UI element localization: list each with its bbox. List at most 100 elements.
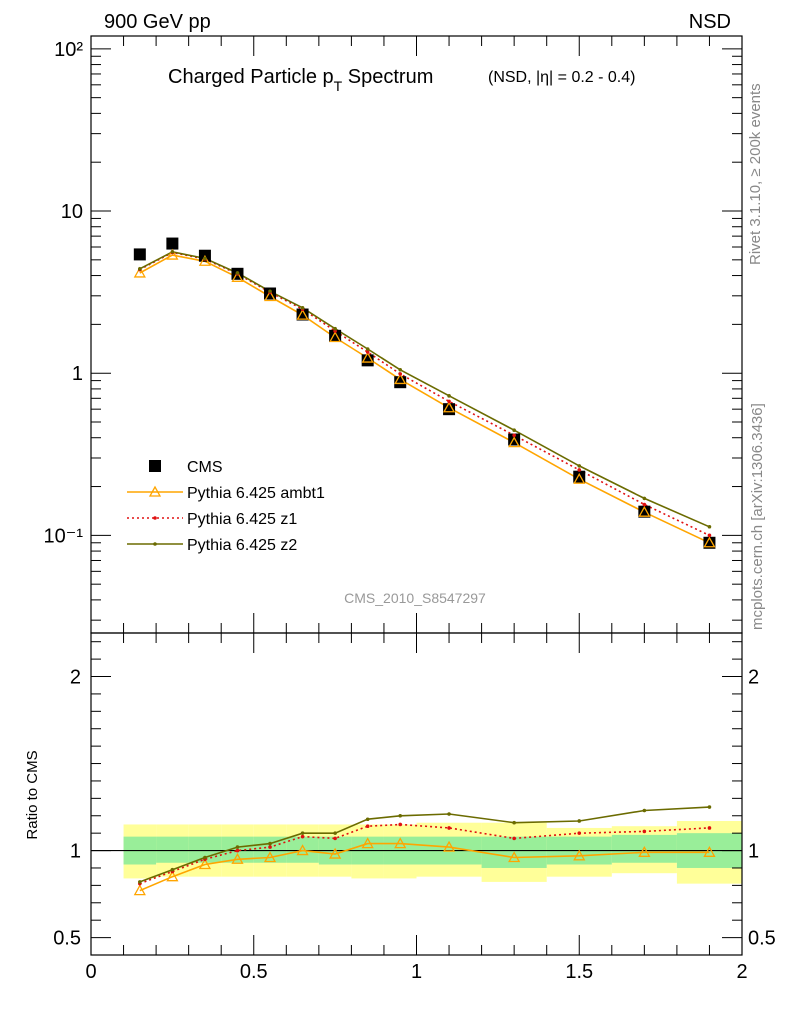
legend-marker-3: [153, 542, 157, 546]
series-point-3: [447, 394, 451, 398]
ambt1-point: [263, 290, 277, 302]
legend: CMS Pythia 6.425 ambt1 Pythia 6.425 z1 Pyth…: [127, 459, 325, 554]
ratio-point-2: [203, 855, 207, 860]
ambt1-point: [394, 373, 407, 385]
analysis-watermark: CMS_2010_S8547297: [344, 590, 486, 606]
x-tick-label: 1: [411, 961, 422, 983]
ratio-point-2: [170, 867, 175, 872]
ratio-point-2: [365, 817, 370, 822]
ratio-point-1: [365, 824, 370, 828]
ratio-point-2: [333, 831, 337, 835]
ratio-point-ambt1: [703, 845, 716, 857]
side-label-bottom: mcplots.cern.ch [arXiv:1306.3436]: [749, 403, 766, 630]
cms-data-point: [703, 536, 716, 549]
series-point-3: [512, 428, 516, 433]
ratio-point-ambt1: [231, 852, 244, 864]
ratio-point-ambt1: [638, 845, 651, 857]
ratio-point-2: [138, 880, 142, 884]
series-point-3: [398, 367, 403, 372]
header-left: 900 GeV pp: [104, 11, 211, 33]
ratio-point-1: [268, 845, 272, 849]
y-tick-label: 10⁻¹: [44, 525, 84, 547]
series-point-2: [398, 372, 403, 376]
legend-label: Pythia 6.425 ambt1: [187, 485, 325, 502]
ratio-point-2: [268, 841, 272, 846]
ambt1-point: [508, 436, 521, 448]
y-tick-label: 10: [61, 201, 83, 223]
series-point-3: [577, 464, 582, 468]
series-point-3: [300, 306, 305, 310]
cms-data-point: [296, 308, 309, 321]
ratio-line-2: [139, 806, 710, 883]
series-point-3: [268, 289, 272, 294]
ratio-point-1: [707, 826, 712, 830]
side-label-top: Rivet 3.1.10, ≥ 200k events: [747, 83, 764, 265]
ratio-point-1: [300, 834, 305, 839]
series-point-2: [447, 399, 451, 404]
ratio-point-ambt1: [263, 851, 277, 863]
ambt1-point: [166, 248, 179, 260]
series-point-3: [235, 271, 240, 275]
legend-label: Pythia 6.425 z1: [187, 511, 297, 528]
header-right: NSD: [689, 11, 731, 33]
series-point-3: [365, 347, 370, 351]
ratio-point-ambt1: [508, 851, 521, 863]
series-point-3: [642, 496, 647, 501]
ratio-point-2: [512, 820, 516, 825]
ratio-point-1: [642, 829, 647, 834]
ratio-point-2: [577, 819, 582, 823]
legend-marker-cms: [149, 460, 161, 472]
ambt1-point: [361, 351, 374, 363]
cms-data-point: [166, 237, 179, 250]
ratio-y-tick-label: 2: [70, 667, 81, 689]
ratio-point-1: [333, 836, 337, 841]
uncertainty-band-inner: [286, 836, 319, 863]
series-point-3: [170, 250, 175, 254]
series-point-2: [642, 502, 647, 507]
ambt1-point: [231, 270, 244, 282]
ambt1-point: [573, 472, 586, 484]
series-point-3: [333, 326, 337, 331]
ratio-point-1: [235, 848, 240, 853]
chart-title-rest: Spectrum: [342, 66, 433, 88]
series-point-2: [512, 433, 516, 438]
ratio-point-ambt1: [198, 858, 212, 870]
ratio-point-ambt1: [329, 847, 342, 859]
legend-label: Pythia 6.425 z2: [187, 537, 297, 554]
series-line-1: [139, 254, 710, 544]
ratio-line-0: [139, 842, 710, 892]
ratio-point-ambt1: [361, 837, 374, 849]
ratio-point-ambt1: [394, 837, 407, 849]
ambt1-point: [133, 266, 146, 278]
ratio-point-2: [235, 845, 240, 849]
chart-title: Charged Particle pT Spectrum: [168, 66, 433, 94]
ambt1-point: [198, 254, 212, 266]
x-tick-label: 0.5: [240, 961, 268, 983]
ratio-y-label: Ratio to CMS: [24, 750, 41, 839]
uncertainty-band-inner: [156, 836, 189, 863]
series-point-2: [365, 350, 370, 354]
ratio-point-ambt1: [133, 884, 146, 896]
ratio-y-tick-label-right: 1: [748, 841, 759, 863]
ratio-point-ambt1: [296, 844, 309, 856]
ratio-y-tick-label: 0.5: [53, 928, 81, 950]
series-point-2: [577, 468, 582, 472]
series-point-2: [707, 533, 712, 538]
ratio-y-tick-label-right: 0.5: [748, 928, 776, 950]
ratio-point-ambt1: [573, 849, 586, 861]
chart-title-subscript: T: [334, 78, 343, 94]
cms-data-point: [133, 248, 146, 261]
ratio-point-1: [512, 836, 516, 841]
ratio-point-2: [707, 805, 712, 809]
ratio-point-1: [398, 822, 403, 827]
series-point-3: [138, 267, 142, 271]
ratio-point-2: [300, 831, 305, 835]
ratio-point-1: [447, 826, 451, 830]
ambt1-point: [703, 536, 716, 548]
ratio-point-ambt1: [166, 870, 179, 882]
ratio-point-2: [398, 813, 403, 818]
x-tick-label: 0: [85, 961, 96, 983]
y-tick-label: 1: [72, 363, 83, 385]
ratio-frame: [90, 632, 743, 956]
